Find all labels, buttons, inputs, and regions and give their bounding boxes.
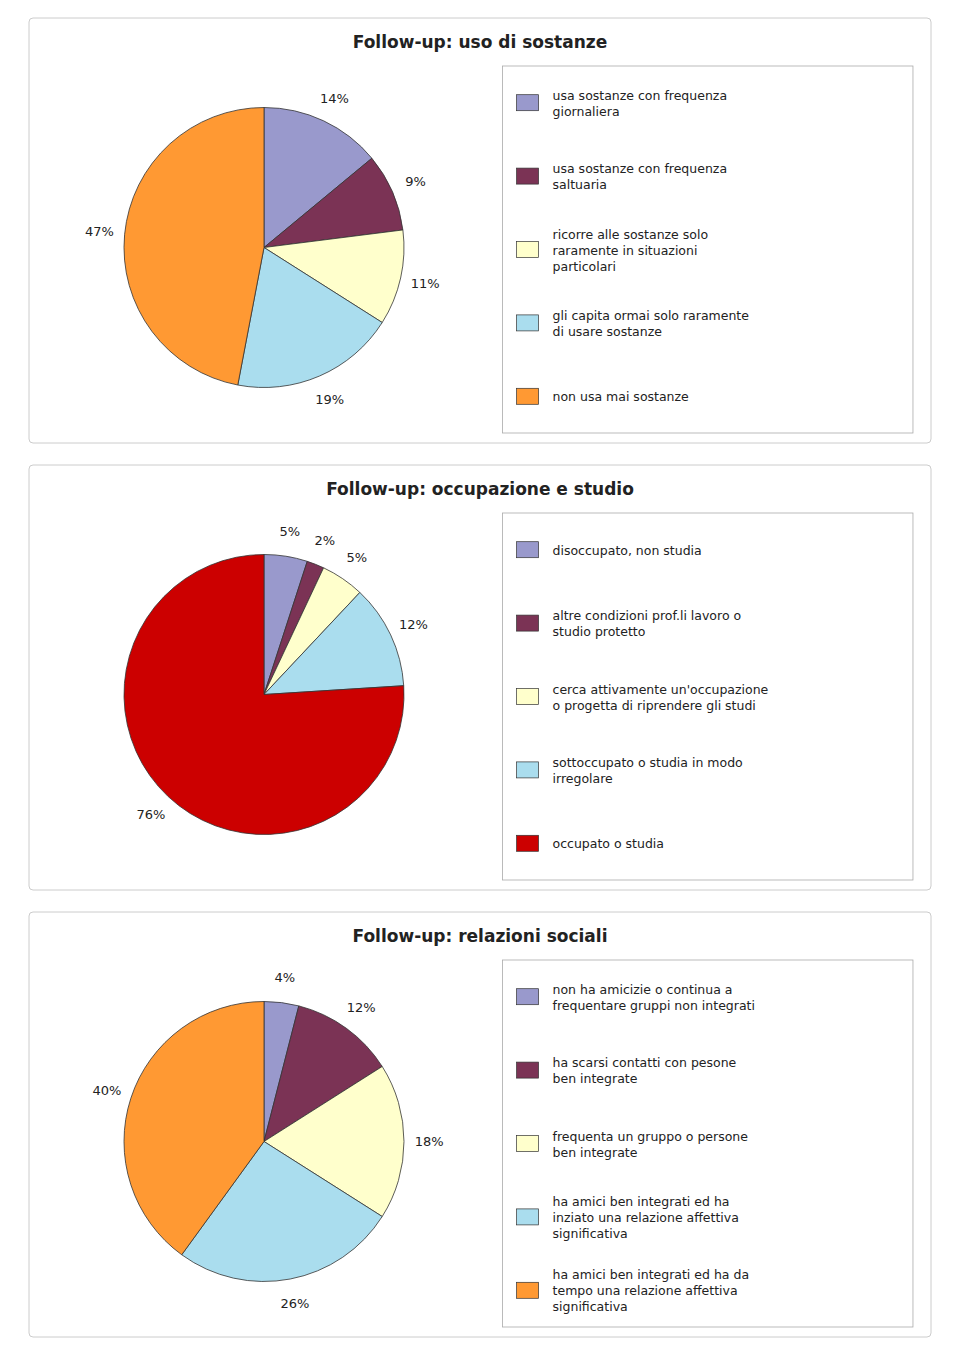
background xyxy=(0,0,960,1355)
title: Follow-up: uso di sostanze xyxy=(353,32,607,52)
legend-entry: ha scarsi contatti con pesoneben integra… xyxy=(553,1055,737,1086)
legend-swatch xyxy=(517,168,539,184)
legend-swatch xyxy=(517,762,539,778)
data-label: 14% xyxy=(320,91,349,106)
legend-entry: ha amici ben integrati ed hainziato una … xyxy=(553,1193,739,1240)
pie xyxy=(124,555,404,835)
legend-swatch xyxy=(517,615,539,631)
legend: disoccupato, non studia altre condizioni … xyxy=(503,513,913,880)
panel-border xyxy=(29,18,931,443)
data-label: 4% xyxy=(274,970,295,985)
data-label: 19% xyxy=(315,392,344,407)
legend: non ha amicizie o continua afrequentare … xyxy=(503,960,913,1327)
legend-box xyxy=(503,960,913,1327)
data-label: 12% xyxy=(399,617,428,632)
title: Follow-up: relazioni sociali xyxy=(353,926,608,946)
legend-entry: cerca attivamente un'occupazioneo proget… xyxy=(553,681,769,712)
legend-entry: non ha amicizie o continua afrequentare … xyxy=(553,981,755,1012)
panel-border xyxy=(29,465,931,890)
panel-border xyxy=(29,912,931,1337)
legend-entry: frequenta un gruppo o personeben integra… xyxy=(553,1128,749,1159)
pie-slice xyxy=(124,1002,264,1255)
pie-slice xyxy=(264,592,404,694)
legend-swatch xyxy=(517,315,539,331)
legend-swatch xyxy=(517,1062,539,1078)
legend-entry: disoccupato, non studia xyxy=(553,542,702,557)
data-labels: 5% 2% 5% 12% 76% xyxy=(136,524,427,823)
legend-swatch xyxy=(517,542,539,558)
pie xyxy=(124,108,404,388)
panel: Follow-up: occupazione e studio 5% 2% 5% 12%… xyxy=(29,465,931,890)
legend-box xyxy=(503,513,913,880)
legend-entry: sottoccupato o studia in modoirregolare xyxy=(553,754,743,785)
data-label: 11% xyxy=(411,276,440,291)
legend-entry: occupato o studia xyxy=(553,836,664,851)
data-label: 40% xyxy=(92,1083,121,1098)
legend-swatch xyxy=(517,388,539,404)
title: Follow-up: occupazione e studio xyxy=(326,479,634,499)
figure: Follow-up: uso di sostanze 14% 9% 11% 19% 47%… xyxy=(0,0,960,1355)
legend-swatch xyxy=(517,1136,539,1152)
legend-entry: altre condizioni prof.li lavoro ostudio … xyxy=(553,608,742,639)
data-label: 5% xyxy=(347,550,368,565)
panel: Follow-up: uso di sostanze 14% 9% 11% 19% 47%… xyxy=(29,18,931,443)
data-label: 18% xyxy=(415,1134,444,1149)
legend-entry: non usa mai sostanze xyxy=(553,389,690,404)
panel: Follow-up: relazioni sociali4%12%18%26%4… xyxy=(29,912,931,1337)
legend-entry: usa sostanze con frequenzasaltuaria xyxy=(553,161,728,192)
legend-swatch xyxy=(517,989,539,1005)
legend-entry: usa sostanze con frequenzagiornaliera xyxy=(553,87,728,118)
legend-swatch xyxy=(517,1209,539,1225)
data-label: 47% xyxy=(85,224,114,239)
legend: usa sostanze con frequenzagiornaliera usa… xyxy=(503,66,913,433)
pie-slice xyxy=(124,555,404,835)
legend-swatch xyxy=(517,835,539,851)
data-label: 9% xyxy=(405,174,426,189)
data-label: 12% xyxy=(347,1000,376,1015)
legend-swatch xyxy=(517,689,539,705)
legend-entry: gli capita ormai solo raramentedi usare … xyxy=(553,307,750,338)
pie-slice xyxy=(124,108,264,386)
data-label: 2% xyxy=(315,533,336,548)
legend-entry: ha amici ben integrati ed ha datempo una… xyxy=(553,1267,750,1314)
data-label: 76% xyxy=(136,807,165,822)
legend-swatch xyxy=(517,1282,539,1298)
data-label: 26% xyxy=(281,1296,310,1311)
pie xyxy=(124,1002,404,1282)
data-labels: 4% 12% 18% 26% 40% xyxy=(92,970,443,1311)
legend-box xyxy=(503,66,913,433)
data-label: 5% xyxy=(280,524,301,539)
legend-swatch xyxy=(517,95,539,111)
data-labels: 14% 9% 11% 19% 47% xyxy=(85,91,440,407)
legend-entry: ricorre alle sostanze soloraramente in s… xyxy=(553,226,709,273)
legend-swatch xyxy=(517,242,539,258)
